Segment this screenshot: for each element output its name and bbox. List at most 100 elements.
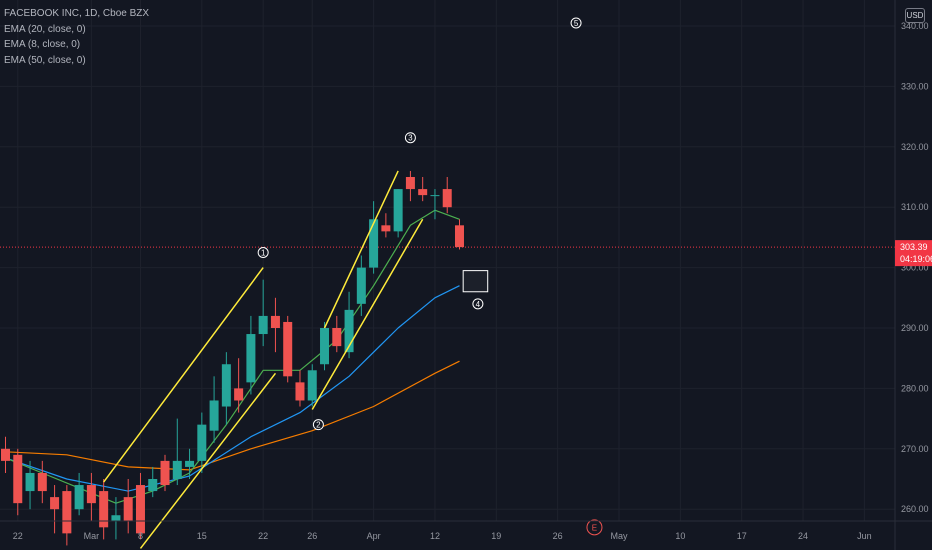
candle-body (442, 189, 452, 208)
wave-label-circle (312, 419, 324, 431)
last-price-tag: 303.39 04:19:06 (895, 240, 932, 267)
wave-label-circle (472, 298, 484, 310)
candle-body (454, 225, 464, 248)
candle-body (234, 388, 244, 401)
candles (1, 170, 464, 546)
candle-body (270, 315, 280, 328)
time-tick: 22 (13, 531, 23, 541)
candle-body (172, 460, 182, 479)
candle-body (332, 328, 342, 347)
time-tick: 17 (737, 531, 747, 541)
ema8-line (5, 209, 460, 504)
candle-body (123, 497, 133, 522)
candle-body (111, 515, 121, 522)
candle-body (37, 472, 47, 492)
chart-legend: FACEBOOK INC, 1D, Cboe BZX EMA (20, clos… (4, 6, 149, 68)
candle-body (197, 424, 207, 461)
wave-label: 3 (408, 134, 413, 143)
candle-body (160, 460, 170, 486)
currency-badge[interactable]: USD (905, 8, 925, 23)
candle-body (148, 479, 158, 492)
time-tick: 24 (798, 531, 808, 541)
bar-countdown: 04:19:06 (900, 254, 932, 264)
time-tick: 26 (553, 531, 563, 541)
time-tick: 8 (138, 531, 143, 541)
candle-body (418, 189, 428, 196)
candle-body (295, 382, 305, 401)
candle-body (86, 485, 96, 504)
price-tick: 280.00 (901, 383, 929, 393)
candle-body (185, 460, 195, 467)
price-tick: 330.00 (901, 81, 929, 91)
candle-body (381, 225, 391, 232)
earnings-marker (586, 519, 603, 536)
price-tick: 290.00 (901, 323, 929, 333)
symbol-title[interactable]: FACEBOOK INC, 1D, Cboe BZX (4, 8, 150, 19)
time-axis[interactable]: 22 Mar 8 15 22 26 Apr 12 19 26 May 10 17 24 Jun (13, 531, 872, 541)
annotations: 1 2 3 4 5 E (257, 17, 603, 536)
time-tick: 22 (258, 531, 268, 541)
wave-label-circle (570, 17, 582, 29)
price-tick: 340.00 (901, 21, 929, 31)
time-tick: 26 (307, 531, 317, 541)
time-tick: Apr (367, 531, 381, 541)
candle-body (62, 491, 72, 534)
wave-label: 4 (476, 300, 481, 309)
time-tick: May (610, 531, 628, 541)
legend-ema20[interactable]: EMA (20, close, 0) (4, 23, 86, 35)
candle-body (25, 472, 35, 492)
time-tick: Mar (84, 531, 100, 541)
grid (0, 0, 895, 521)
ema-lines (5, 209, 460, 504)
candle-body (13, 454, 23, 504)
wave-label-circle (257, 247, 269, 258)
candle-body (393, 189, 403, 232)
candle-body (356, 267, 366, 304)
wave-label: 5 (574, 19, 579, 28)
last-price-value: 303.39 (900, 242, 928, 252)
time-tick: 15 (197, 531, 207, 541)
candle-body (1, 448, 10, 461)
candle-body (74, 485, 84, 510)
price-axis[interactable]: 260.00 270.00 280.00 290.00 300.00 310.00 320.… (901, 21, 929, 514)
price-tick: 300.00 (901, 263, 929, 273)
price-tick: 320.00 (901, 142, 929, 152)
trendline (323, 170, 399, 329)
candle-body (135, 485, 145, 534)
time-tick: 19 (491, 531, 501, 541)
time-tick: Jun (857, 531, 872, 541)
candle-body (283, 321, 293, 377)
ema20-line (5, 285, 460, 492)
candle-body (344, 309, 354, 353)
trendline (103, 267, 264, 483)
time-tick: 12 (430, 531, 440, 541)
candle-body (405, 177, 415, 190)
ema50-line (5, 360, 460, 471)
price-tick: 260.00 (901, 504, 929, 514)
trendline (311, 218, 424, 410)
candle-body (320, 328, 330, 365)
wave-label-circle (404, 132, 416, 144)
candle-body (221, 364, 231, 407)
candle-body (369, 219, 379, 268)
wave-label: 2 (316, 421, 321, 430)
earnings-marker-label: E (592, 523, 597, 532)
price-tick: 270.00 (901, 444, 929, 454)
price-tick: 310.00 (901, 202, 929, 212)
wave-label: 1 (261, 249, 266, 258)
last-price-tag-bg (895, 240, 932, 267)
candle-body (258, 315, 268, 335)
legend-ema8[interactable]: EMA (8, close, 0) (4, 39, 81, 50)
trendlines[interactable] (103, 170, 424, 549)
target-box (462, 270, 489, 293)
candle-body (209, 400, 219, 431)
candle-body (50, 497, 60, 510)
candle-body (307, 370, 317, 401)
legend-ema50[interactable]: EMA (50, close, 0) (4, 54, 86, 66)
time-tick: 10 (675, 531, 685, 541)
candle-body (430, 195, 440, 197)
trendline (139, 372, 277, 549)
candle-body (246, 334, 256, 383)
